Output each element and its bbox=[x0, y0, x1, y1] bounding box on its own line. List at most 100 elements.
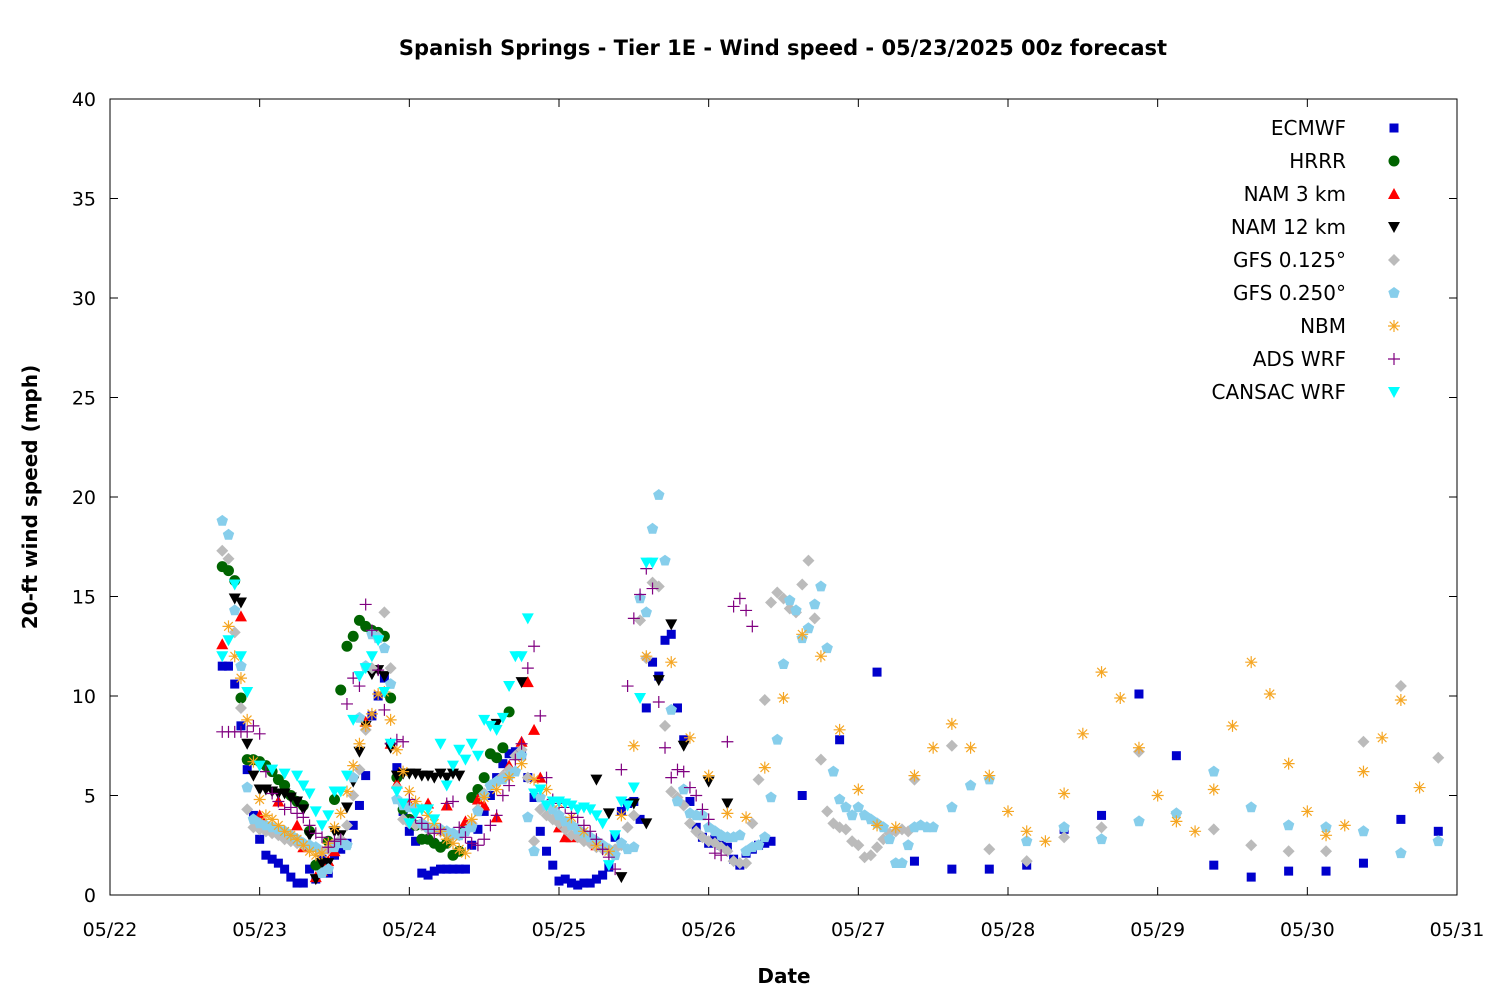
point-ads-wrf bbox=[503, 779, 516, 792]
point-gfs-0-250 bbox=[946, 801, 958, 813]
point-cansac-wrf bbox=[596, 818, 609, 830]
point-nbm bbox=[777, 691, 790, 704]
point-cansac-wrf bbox=[316, 820, 329, 832]
point-ecmwf bbox=[797, 791, 807, 800]
point-ecmwf bbox=[392, 763, 402, 773]
point-cansac-wrf bbox=[621, 800, 634, 812]
point-nbm bbox=[1002, 805, 1014, 818]
point-nam-3-km bbox=[528, 723, 541, 735]
point-ecmwf bbox=[267, 854, 277, 864]
point-gfs-0-250 bbox=[229, 604, 241, 616]
point-ecmwf bbox=[448, 864, 458, 874]
point-nbm bbox=[1263, 688, 1276, 701]
point-gfs-0-250 bbox=[1170, 807, 1183, 819]
point-ads-wrf bbox=[540, 771, 553, 784]
point-nam-3-km bbox=[471, 793, 484, 805]
point-gfs-0-250 bbox=[896, 857, 908, 868]
point-ads-wrf bbox=[459, 831, 472, 844]
point-ecmwf bbox=[660, 635, 670, 645]
point-nbm bbox=[1058, 787, 1071, 800]
point-nbm bbox=[253, 793, 266, 806]
point-ecmwf bbox=[554, 876, 564, 886]
point-ecmwf bbox=[217, 661, 227, 671]
point-ads-wrf bbox=[584, 825, 597, 838]
point-ecmwf bbox=[579, 878, 589, 888]
point-ads-wrf bbox=[490, 809, 503, 822]
point-nbm bbox=[515, 757, 528, 770]
point-ecmwf bbox=[685, 796, 695, 806]
point-gfs-0-250 bbox=[1095, 833, 1108, 845]
point-nam-12-km bbox=[278, 788, 291, 800]
point-nbm bbox=[291, 833, 304, 846]
point-cansac-wrf bbox=[297, 780, 310, 792]
point-gfs-0-125 bbox=[384, 662, 397, 675]
point-gfs-0-250 bbox=[522, 811, 534, 823]
point-ads-wrf bbox=[440, 797, 453, 810]
point-ecmwf bbox=[460, 864, 470, 874]
point-ecmwf bbox=[498, 759, 508, 769]
legend-marker-cansac-wrf bbox=[1388, 387, 1400, 398]
point-ads-wrf bbox=[453, 821, 466, 834]
point-gfs-0-250 bbox=[815, 580, 827, 592]
point-nbm bbox=[241, 713, 254, 726]
point-gfs-0-125 bbox=[683, 817, 696, 830]
x-tick-label: 05/31 bbox=[1430, 919, 1485, 941]
point-ads-wrf bbox=[372, 664, 385, 677]
point-nam-12-km bbox=[365, 669, 378, 681]
point-nbm bbox=[615, 809, 628, 822]
point-gfs-0-250 bbox=[1021, 835, 1033, 847]
point-ecmwf bbox=[535, 826, 545, 836]
point-ecmwf bbox=[223, 661, 233, 671]
point-nbm bbox=[983, 769, 996, 782]
point-gfs-0-250 bbox=[777, 658, 790, 669]
point-nbm bbox=[796, 628, 809, 641]
point-ecmwf bbox=[1171, 751, 1181, 761]
point-gfs-0-125 bbox=[758, 693, 771, 706]
point-cansac-wrf bbox=[609, 830, 622, 842]
point-gfs-0-250 bbox=[1058, 821, 1070, 833]
point-nam-12-km bbox=[234, 597, 247, 609]
point-ecmwf bbox=[984, 864, 994, 874]
point-ecmwf bbox=[835, 735, 845, 745]
legend: ECMWF HRRR NAM 3 km NAM 12 km GFS 0.125° GFS … bbox=[1211, 116, 1400, 404]
legend-marker-gfs-0-250 bbox=[1388, 287, 1400, 298]
point-ecmwf bbox=[261, 850, 271, 860]
point-nbm bbox=[814, 650, 827, 663]
point-ecmwf bbox=[473, 824, 483, 834]
point-cansac-wrf bbox=[303, 788, 316, 800]
point-nbm bbox=[1376, 731, 1389, 744]
x-axis-label: Date bbox=[757, 964, 811, 988]
point-cansac-wrf bbox=[365, 651, 378, 663]
point-nbm bbox=[328, 821, 341, 834]
point-cansac-wrf bbox=[478, 714, 491, 726]
point-ads-wrf bbox=[297, 811, 310, 824]
data-marks bbox=[216, 489, 1445, 890]
point-ecmwf bbox=[292, 878, 302, 888]
point-cansac-wrf bbox=[353, 671, 366, 683]
x-tick-label: 05/27 bbox=[831, 919, 886, 941]
point-nbm bbox=[440, 833, 453, 846]
point-gfs-0-125 bbox=[733, 857, 746, 870]
point-ads-wrf bbox=[690, 789, 703, 802]
point-ads-wrf bbox=[365, 624, 378, 637]
point-cansac-wrf bbox=[309, 806, 322, 818]
point-ads-wrf bbox=[446, 795, 459, 808]
point-ads-wrf bbox=[590, 833, 603, 846]
point-gfs-0-125 bbox=[1432, 751, 1445, 764]
point-hrrr bbox=[329, 793, 340, 805]
point-cansac-wrf bbox=[615, 796, 628, 808]
point-ads-wrf bbox=[665, 771, 678, 784]
legend-marker-nbm bbox=[1388, 320, 1400, 332]
point-nbm bbox=[540, 783, 553, 796]
point-nbm bbox=[1207, 783, 1220, 796]
point-cansac-wrf bbox=[334, 786, 347, 798]
point-nbm bbox=[1357, 765, 1370, 778]
point-ads-wrf bbox=[378, 703, 391, 716]
point-gfs-0-250 bbox=[771, 733, 783, 745]
point-gfs-0-125 bbox=[347, 789, 360, 802]
point-gfs-0-125 bbox=[1058, 831, 1071, 844]
point-cansac-wrf bbox=[471, 750, 484, 762]
point-ads-wrf bbox=[577, 819, 590, 832]
point-ecmwf bbox=[641, 703, 651, 713]
point-cansac-wrf bbox=[397, 798, 410, 810]
